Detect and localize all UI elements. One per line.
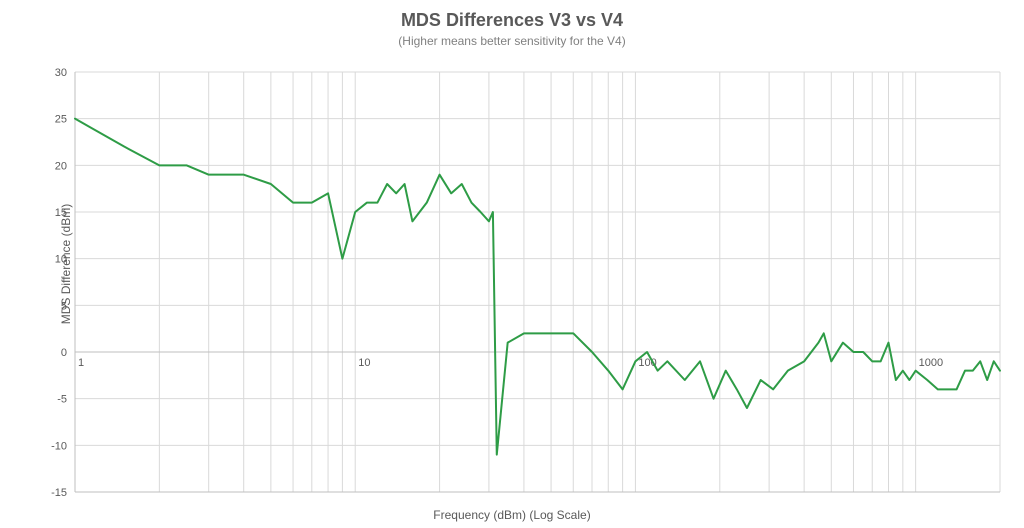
- y-tick-label: 25: [55, 114, 67, 126]
- y-tick-label: 20: [55, 160, 67, 172]
- y-tick-label: -5: [57, 394, 67, 406]
- series-line: [75, 119, 1000, 455]
- y-tick-label: 10: [55, 254, 67, 266]
- x-tick-label: 10: [358, 357, 370, 369]
- y-tick-label: 15: [55, 207, 67, 219]
- y-tick-label: 0: [61, 347, 67, 359]
- y-tick-label: 5: [61, 300, 67, 312]
- y-tick-label: -10: [51, 440, 67, 452]
- y-tick-label: 30: [55, 67, 67, 79]
- y-tick-label: -15: [51, 487, 67, 499]
- chart-plot: -15-10-50510152025301101001000: [0, 0, 1024, 528]
- x-tick-label: 1000: [919, 357, 943, 369]
- x-tick-label: 1: [78, 357, 84, 369]
- chart-container: MDS Differences V3 vs V4 (Higher means b…: [0, 0, 1024, 528]
